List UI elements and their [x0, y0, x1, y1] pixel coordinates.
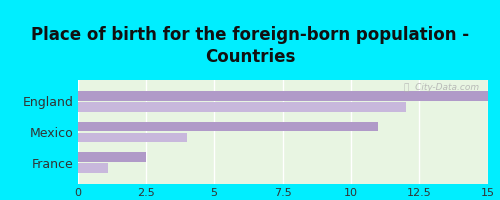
Bar: [78, 102, 406, 112]
Bar: [78, 163, 108, 173]
Bar: [78, 133, 187, 142]
Text: Place of birth for the foreign-born population -
Countries: Place of birth for the foreign-born popu…: [31, 26, 469, 66]
Text: ⓘ  City-Data.com: ⓘ City-Data.com: [404, 83, 479, 92]
Bar: [78, 91, 488, 101]
Bar: [78, 152, 146, 162]
Bar: [78, 122, 378, 131]
